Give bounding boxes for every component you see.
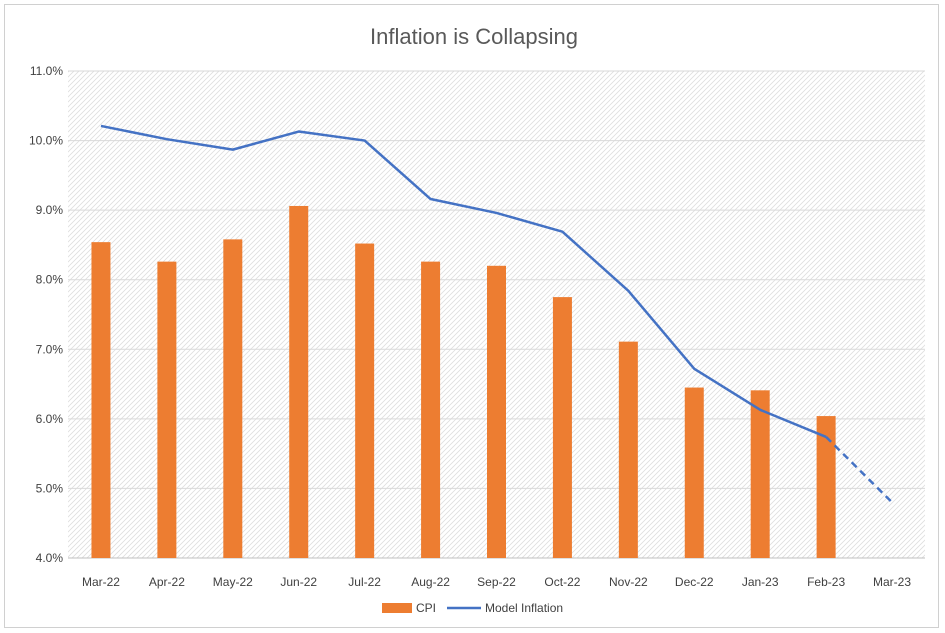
legend: CPI Model Inflation	[382, 601, 563, 615]
chart-title: Inflation is Collapsing	[370, 24, 578, 49]
x-tick-label: Aug-22	[411, 575, 450, 589]
chart-frame: Inflation is Collapsing 4.0% 5.0% 6.0% 7.0%…	[4, 4, 939, 628]
legend-swatch-cpi	[382, 603, 412, 613]
chart-svg: Inflation is Collapsing 4.0% 5.0% 6.0% 7.0%…	[29, 24, 925, 615]
cpi-bar	[91, 242, 111, 558]
cpi-bar	[618, 341, 638, 558]
x-tick-label: Jan-23	[742, 575, 779, 589]
x-tick-label: Mar-22	[82, 575, 120, 589]
x-tick-label: Oct-22	[544, 575, 580, 589]
cpi-bar	[816, 416, 836, 558]
x-tick-label: Feb-23	[807, 575, 845, 589]
x-tick-label: Apr-22	[149, 575, 185, 589]
x-tick-label: Nov-22	[609, 575, 648, 589]
cpi-bar	[289, 205, 309, 558]
cpi-bar	[487, 265, 506, 558]
y-axis-tick-labels: 4.0% 5.0% 6.0% 7.0% 8.0% 9.0% 10.0% 11.0%	[29, 64, 63, 565]
cpi-bar	[421, 261, 441, 558]
y-tick-label: 9.0%	[36, 203, 64, 217]
cpi-bar	[355, 243, 375, 558]
x-tick-label: Dec-22	[675, 575, 714, 589]
legend-label-cpi: CPI	[416, 601, 436, 615]
cpi-bar	[552, 297, 572, 558]
cpi-bar	[223, 239, 243, 558]
y-tick-label: 7.0%	[36, 342, 64, 356]
y-tick-label: 10.0%	[29, 134, 63, 148]
cpi-bar	[750, 390, 770, 558]
x-tick-label: Jul-22	[348, 575, 381, 589]
y-tick-label: 6.0%	[36, 412, 64, 426]
y-tick-label: 5.0%	[36, 481, 64, 495]
cpi-bar	[157, 261, 177, 558]
x-tick-label: May-22	[213, 575, 253, 589]
model-inflation-line-forecast	[825, 436, 893, 504]
model-inflation-line-solid	[100, 124, 827, 439]
cpi-bar	[684, 387, 704, 558]
y-tick-label: 8.0%	[36, 273, 64, 287]
x-tick-label: Mar-23	[873, 575, 911, 589]
x-tick-label: Jun-22	[280, 575, 317, 589]
x-axis-tick-labels: Mar-22 Apr-22 May-22 Jun-22 Jul-22 Aug-22 Sep-…	[82, 575, 911, 589]
model-inflation-line	[100, 124, 893, 504]
legend-label-model-inflation: Model Inflation	[485, 601, 563, 615]
y-tick-label: 4.0%	[36, 551, 64, 565]
x-tick-label: Sep-22	[477, 575, 516, 589]
cpi-bars	[91, 205, 836, 558]
y-tick-label: 11.0%	[30, 64, 63, 78]
